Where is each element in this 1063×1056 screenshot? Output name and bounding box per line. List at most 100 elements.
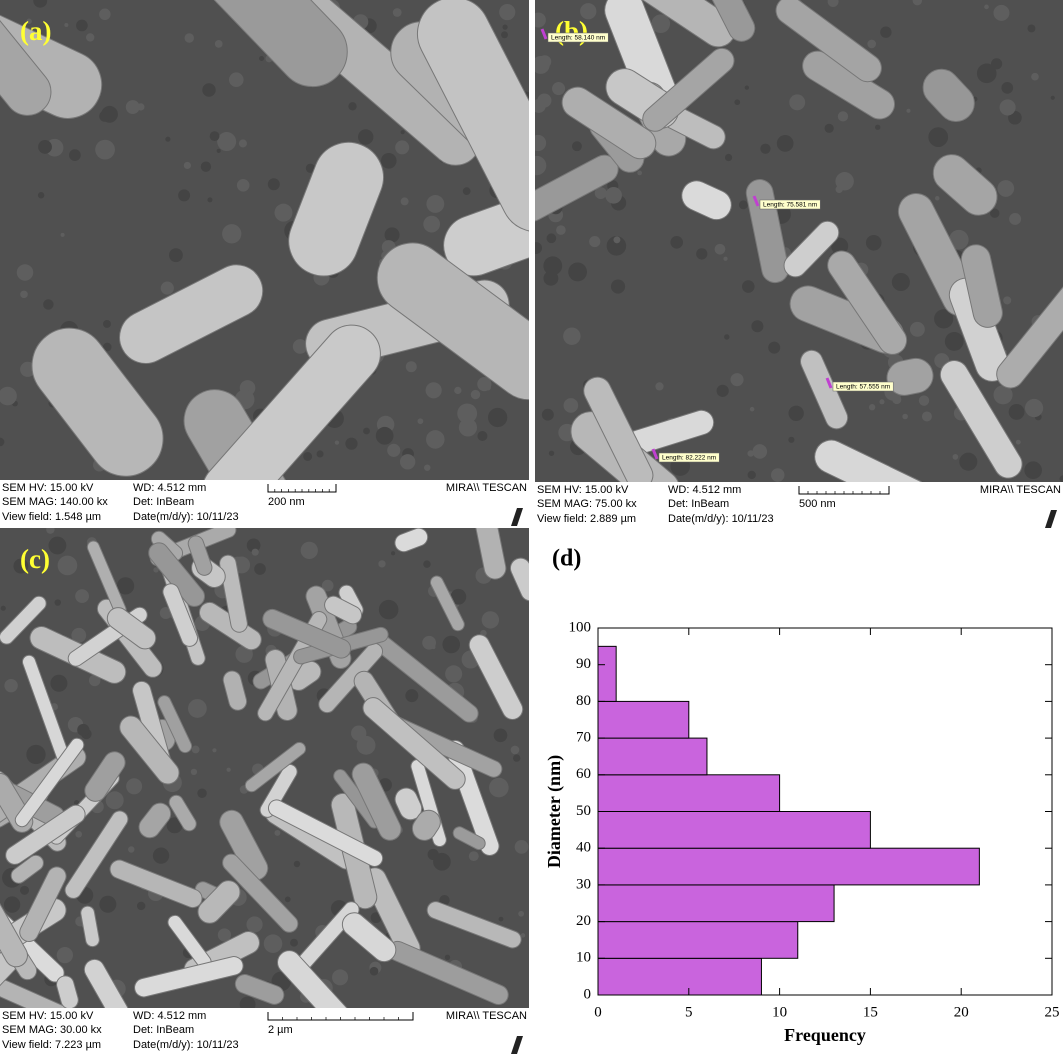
texture xyxy=(535,242,543,254)
rod xyxy=(452,826,486,851)
texture xyxy=(1059,475,1063,482)
texture xyxy=(321,579,334,592)
texture xyxy=(535,134,547,152)
texture xyxy=(742,280,755,293)
texture xyxy=(537,93,552,108)
texture xyxy=(655,382,664,391)
texture xyxy=(1031,72,1039,81)
texture xyxy=(274,203,293,222)
date: Date(m/d/y): 10/11/23 xyxy=(668,513,774,525)
texture xyxy=(400,197,409,206)
rod xyxy=(219,554,248,633)
texture xyxy=(724,334,730,340)
rod xyxy=(681,180,732,221)
brand: MIRA\\ TESCAN xyxy=(446,1010,527,1022)
rod xyxy=(775,0,882,83)
rod xyxy=(162,583,199,647)
rod xyxy=(628,0,737,48)
texture xyxy=(202,83,216,97)
texture xyxy=(378,560,386,568)
texture xyxy=(457,403,478,424)
texture xyxy=(714,243,726,255)
texture xyxy=(993,4,1010,21)
hv: SEM HV: 15.00 kV xyxy=(537,484,629,496)
texture xyxy=(188,699,207,718)
texture xyxy=(165,136,171,142)
texture xyxy=(263,934,283,953)
texture xyxy=(1024,398,1044,418)
texture xyxy=(57,555,78,576)
texture xyxy=(251,548,259,556)
rod xyxy=(222,670,248,711)
texture xyxy=(716,384,729,397)
texture xyxy=(351,725,367,741)
texture xyxy=(477,431,488,441)
texture xyxy=(493,728,508,743)
texture xyxy=(568,262,588,282)
texture xyxy=(921,411,932,422)
texture xyxy=(450,588,467,605)
texture xyxy=(912,0,923,6)
texture xyxy=(254,563,266,575)
rod xyxy=(509,557,529,602)
texture xyxy=(50,674,68,692)
texture xyxy=(370,912,382,924)
rod xyxy=(376,242,529,401)
rod xyxy=(960,244,1003,328)
texture xyxy=(997,180,1015,197)
texture xyxy=(88,674,101,687)
texture xyxy=(1008,404,1025,420)
texture xyxy=(356,735,376,755)
texture xyxy=(405,361,417,373)
texture xyxy=(190,768,198,776)
bar xyxy=(597,811,871,849)
texture xyxy=(487,407,508,428)
texture xyxy=(246,538,261,553)
texture xyxy=(54,599,61,606)
texture xyxy=(128,846,135,853)
texture xyxy=(752,444,768,459)
texture xyxy=(424,464,431,471)
y-tick-label: 100 xyxy=(569,619,592,635)
texture xyxy=(60,232,65,237)
texture xyxy=(548,450,555,456)
texture xyxy=(37,192,45,199)
texture xyxy=(976,63,997,84)
texture xyxy=(489,777,509,798)
texture xyxy=(426,430,445,449)
texture xyxy=(768,341,781,354)
texture xyxy=(760,143,771,154)
texture xyxy=(789,94,806,111)
texture xyxy=(191,745,200,754)
rod xyxy=(234,974,285,1005)
logo xyxy=(511,508,523,526)
measurement: Length: 82.222 nm xyxy=(662,455,716,462)
texture xyxy=(501,31,508,39)
measurement: Length: 58.140 nm xyxy=(551,35,605,42)
texture xyxy=(64,23,69,28)
texture xyxy=(207,197,213,203)
texture xyxy=(610,279,626,294)
texture xyxy=(541,408,554,421)
texture xyxy=(316,450,324,458)
texture xyxy=(433,852,451,871)
texture xyxy=(33,0,48,8)
bar xyxy=(597,847,980,886)
rod xyxy=(219,809,269,881)
rod xyxy=(277,950,369,1008)
info-bar xyxy=(0,480,529,526)
texture xyxy=(824,123,834,133)
texture xyxy=(217,132,237,152)
texture xyxy=(423,560,431,568)
texture xyxy=(770,468,785,482)
bar xyxy=(597,700,690,739)
texture xyxy=(580,3,597,20)
texture xyxy=(226,767,231,772)
texture xyxy=(918,395,930,406)
texture xyxy=(3,896,21,913)
texture xyxy=(378,599,399,620)
texture xyxy=(16,264,34,281)
y-tick-label: 60 xyxy=(576,766,591,782)
wd: WD: 4.512 mm xyxy=(668,484,741,496)
texture xyxy=(868,404,876,411)
